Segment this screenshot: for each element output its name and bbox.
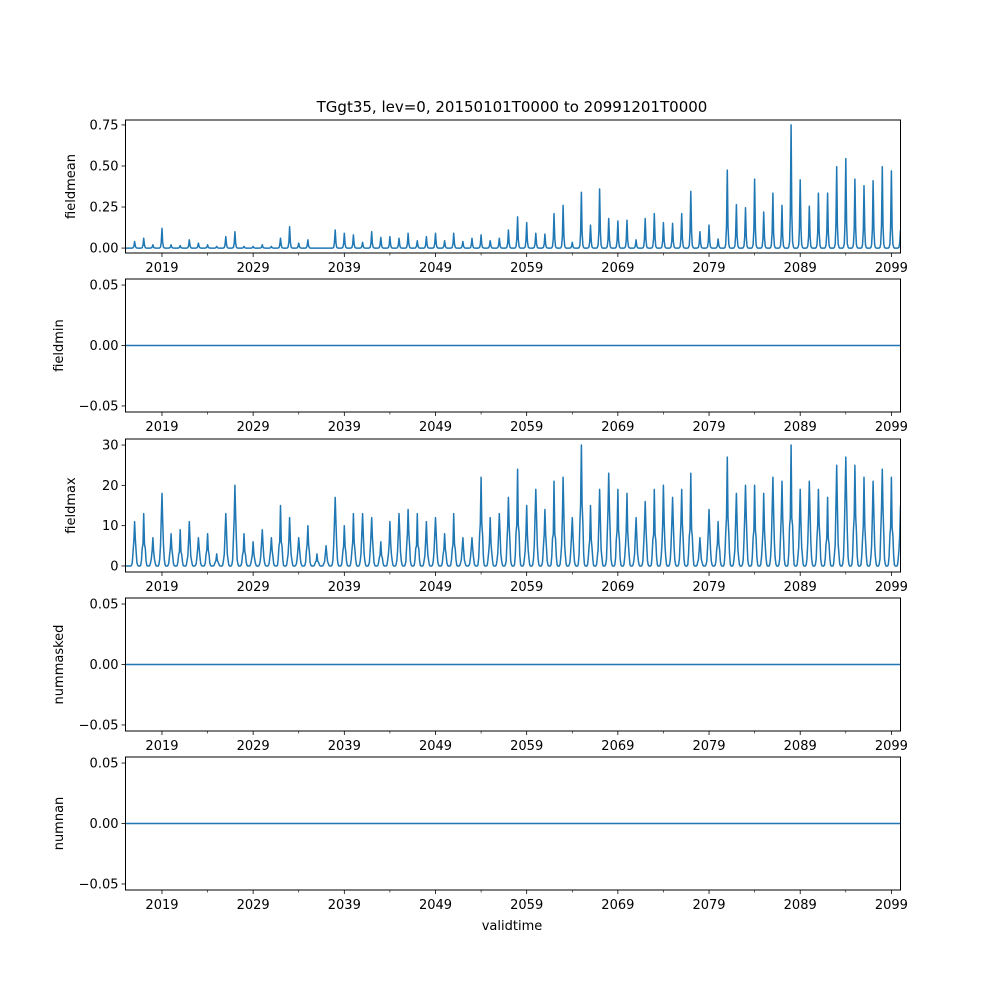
axes-frame (125, 438, 901, 573)
x-tick-label: 2089 (784, 898, 817, 913)
y-tick-label: 0.00 (90, 242, 119, 257)
x-tick-label: 2039 (328, 420, 361, 435)
x-tick-label: 2079 (692, 898, 725, 913)
x-tick-label: 2099 (875, 420, 908, 435)
x-tick-label: 2019 (145, 739, 178, 754)
y-tick-label: 0.50 (90, 159, 119, 174)
x-tick-label: 2069 (601, 898, 634, 913)
y-tick-label: 0.00 (90, 817, 119, 832)
y-axis-label: fieldmin (52, 319, 67, 372)
y-tick-label: 20 (102, 479, 119, 494)
x-axis-label: validtime (482, 919, 543, 934)
x-tick-label: 2059 (510, 420, 543, 435)
x-tick-label: 2029 (237, 580, 270, 595)
panel-nummasked: 2019 2029 2039 2049 2059 2069 2079 2089 2099 −0.0… (52, 597, 908, 754)
y-axis-label: fieldmax (64, 477, 79, 534)
series-line-fieldmax (125, 444, 901, 567)
x-tick-label: 2049 (419, 739, 452, 754)
y-tick-label: 0.00 (90, 339, 119, 354)
x-tick-label: 2029 (237, 261, 270, 276)
x-tick-label: 2029 (237, 420, 270, 435)
x-tick-label: 2019 (145, 420, 178, 435)
x-tick-label: 2099 (875, 898, 908, 913)
x-tick-label: 2069 (601, 739, 634, 754)
y-tick-label: 0.00 (90, 658, 119, 673)
y-tick-label: −0.05 (79, 399, 119, 414)
y-axis-label: numnan (52, 797, 67, 851)
panel-fieldmean: 2019 2029 2039 2049 2059 2069 2079 2089 2099 0.00… (64, 118, 908, 276)
x-tick-label: 2099 (875, 739, 908, 754)
x-tick-label: 2079 (692, 580, 725, 595)
x-tick-label: 2099 (875, 580, 908, 595)
x-tick-label: 2059 (510, 898, 543, 913)
x-tick-label: 2039 (328, 739, 361, 754)
panel-fieldmin: 2019 2029 2039 2049 2059 2069 2079 2089 2099 −0.0… (52, 278, 908, 435)
y-tick-label: 0.05 (90, 757, 119, 772)
x-tick-label: 2059 (510, 580, 543, 595)
x-tick-label: 2079 (692, 739, 725, 754)
x-tick-label: 2019 (145, 898, 178, 913)
x-tick-label: 2039 (328, 261, 361, 276)
y-tick-label: 0.05 (90, 598, 119, 613)
x-tick-label: 2069 (601, 420, 634, 435)
y-tick-label: 0.75 (90, 118, 119, 133)
y-tick-label: 0.25 (90, 201, 119, 216)
x-tick-label: 2049 (419, 898, 452, 913)
x-tick-label: 2049 (419, 261, 452, 276)
x-tick-label: 2089 (784, 261, 817, 276)
x-tick-label: 2019 (145, 261, 178, 276)
x-tick-label: 2089 (784, 580, 817, 595)
x-tick-label: 2029 (237, 739, 270, 754)
y-tick-label: 10 (102, 519, 119, 534)
x-tick-label: 2079 (692, 420, 725, 435)
x-tick-label: 2099 (875, 261, 908, 276)
chart-title: TGgt35, lev=0, 20150101T0000 to 20991201… (316, 98, 708, 116)
x-tick-label: 2039 (328, 898, 361, 913)
x-tick-label: 2089 (784, 739, 817, 754)
y-tick-label: −0.05 (79, 718, 119, 733)
y-axis-label: nummasked (52, 625, 67, 705)
y-axis-label: fieldmean (64, 154, 79, 219)
y-tick-label: −0.05 (79, 877, 119, 892)
x-tick-label: 2079 (692, 261, 725, 276)
x-tick-label: 2059 (510, 739, 543, 754)
panel-numnan: 2019 2029 2039 2049 2059 2069 2079 2089 2099 −0.0… (52, 756, 908, 913)
x-tick-label: 2049 (419, 580, 452, 595)
series-line-fieldmean (125, 124, 901, 249)
x-tick-label: 2069 (601, 580, 634, 595)
y-tick-label: 0.05 (90, 279, 119, 294)
axes-frame (125, 119, 901, 254)
y-tick-label: 0 (110, 559, 118, 574)
y-tick-label: 30 (102, 439, 119, 454)
x-tick-label: 2049 (419, 420, 452, 435)
x-tick-label: 2039 (328, 580, 361, 595)
x-tick-label: 2019 (145, 580, 178, 595)
x-tick-label: 2089 (784, 420, 817, 435)
x-tick-label: 2069 (601, 261, 634, 276)
panel-fieldmax: 2019 2029 2039 2049 2059 2069 2079 2089 2099 0 10 2… (64, 438, 908, 595)
x-tick-label: 2059 (510, 261, 543, 276)
x-tick-label: 2029 (237, 898, 270, 913)
